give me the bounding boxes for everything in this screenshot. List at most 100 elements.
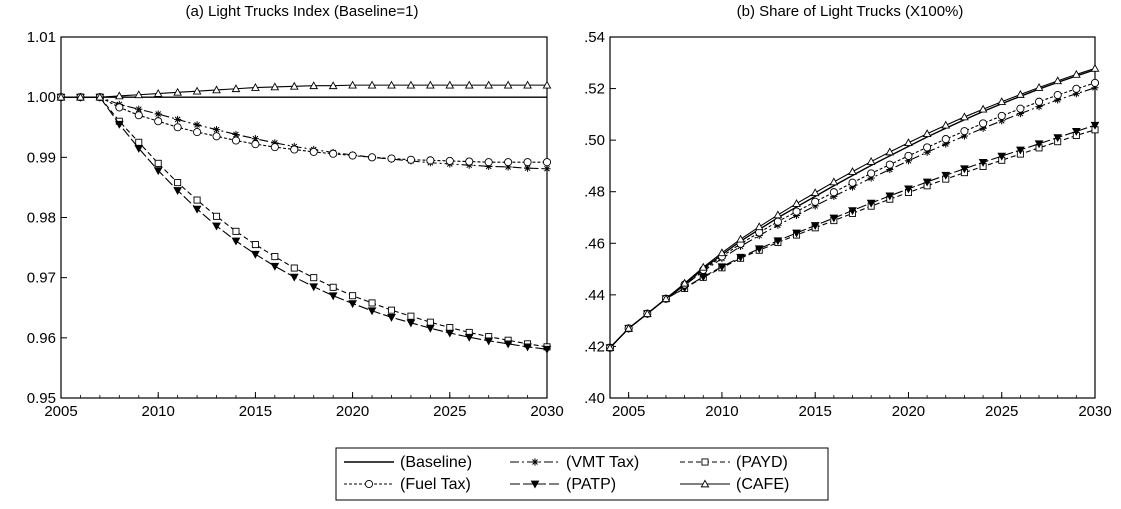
panel-a-point-cafe [367, 80, 377, 89]
panel-b-point-fuel [1034, 97, 1044, 106]
panel-b-point-fuel [811, 197, 820, 206]
panel-a-point-patp [270, 262, 280, 271]
panel-b-point-fuel [1090, 78, 1100, 87]
legend-item-patp: (PATP) [510, 476, 616, 493]
panel-a-point-patp [212, 222, 221, 231]
panel-b-xtick-label: 2010 [705, 403, 738, 420]
panel-b-point-patp [941, 171, 951, 180]
panel-a-point-patp [348, 300, 357, 309]
panel-a-point-fuel [329, 149, 338, 158]
legend-item-cafe: (CAFE) [680, 476, 789, 493]
panel-a-point-fuel [173, 123, 182, 132]
panel-b-point-patp [1071, 128, 1081, 136]
legend-entries: (Baseline) (VMT Tax) (PAYD) (Fuel Tax) (PATP… [344, 454, 789, 493]
panel-b-line-fuel [609, 82, 1096, 349]
panel-a-point-payd [407, 312, 415, 320]
panel-b-xtick-label: 2030 [1078, 403, 1111, 420]
panel-a-xtick-label: 2010 [142, 403, 175, 420]
panel-a-point-fuel [523, 158, 532, 167]
legend-label-baseline: (Baseline) [400, 454, 472, 471]
panel-a-xtick-label: 2025 [433, 403, 466, 420]
panel-b-series-cafe [605, 63, 1100, 352]
panel-a-point-payd [271, 253, 279, 261]
panel-b-point-cafe [810, 188, 820, 197]
legend-marker-fuel [364, 479, 374, 489]
panel-a-series-payd [57, 93, 551, 351]
panel-a-plot-frame [60, 36, 548, 399]
panel-a-point-fuel [134, 111, 143, 120]
panel-b-point-patp [717, 263, 727, 272]
panel-a-point-patp [153, 167, 163, 176]
panel-b-series [605, 63, 1100, 353]
panel-a-point-cafe [406, 80, 416, 89]
panel-a-line-vmt [61, 96, 548, 170]
legend-marker-payd [701, 458, 709, 466]
panel-a-xtick-label: 2015 [239, 403, 272, 420]
panel-a-point-patp [542, 345, 552, 354]
panel-a-point-cafe [212, 85, 221, 94]
panel-b-point-patp [829, 214, 839, 223]
panel-b-point-fuel [904, 151, 913, 160]
panel-a-point-vmt [193, 121, 201, 129]
panel-b-line-patp [609, 124, 1096, 349]
legend-marker-vmt [531, 458, 539, 466]
panel-a-point-cafe [95, 92, 105, 101]
panel-b-point-cafe [978, 104, 988, 113]
panel-b-point-vmt [942, 140, 950, 148]
panel-a-line-cafe [61, 84, 547, 98]
panel-a-point-patp [192, 205, 202, 214]
panel-b-xtick-label: 2005 [612, 403, 645, 420]
panel-a-point-cafe [387, 80, 396, 89]
panel-a-ytick-label: 0.96 [27, 330, 56, 347]
legend: (Baseline) (VMT Tax) (PAYD) (Fuel Tax) (PATP… [335, 447, 829, 501]
panel-a-series [56, 80, 552, 354]
panel-b-point-cafe [1034, 83, 1044, 91]
panel-b-point-patp [810, 222, 820, 231]
panel-a-ytick-label: 0.98 [27, 210, 56, 227]
panel-a-point-cafe [231, 84, 241, 93]
legend-item-fuel: (Fuel Tax) [344, 476, 471, 493]
panel-a: (a) Light Trucks Index (Baseline=1) 0.95… [27, 3, 564, 420]
panel-a-point-cafe [523, 80, 532, 89]
panel-b-series-baseline [609, 69, 1096, 349]
panel-a-ytick-label: 0.99 [27, 149, 56, 166]
panel-a-point-patp [114, 120, 124, 129]
panel-a-point-cafe [251, 83, 260, 91]
panel-a-point-payd [368, 299, 376, 307]
panel-a-point-payd [310, 274, 318, 282]
panel-a-point-fuel [445, 156, 454, 165]
panel-b-point-patp [866, 199, 876, 208]
panel-a-point-patp [445, 329, 455, 338]
panel-a-point-vmt [543, 165, 551, 173]
panel-a-point-patp [328, 292, 338, 301]
panel-a-point-payd [387, 306, 395, 314]
panel-b-line-vmt [609, 87, 1096, 349]
panel-b-point-fuel [773, 217, 782, 226]
panel-b-point-fuel [1016, 104, 1025, 113]
panel-a-point-payd [232, 227, 240, 235]
panel-b-point-cafe [866, 157, 876, 165]
panel-a-point-cafe [192, 86, 202, 95]
panel-b: (b) Share of Light Trucks (X100%) .40 .42… [584, 3, 1112, 420]
panel-b-ticks: .40 .42 .44 .46 .48 .50 .52 .54 2005 2010 2015 2020… [584, 29, 1112, 420]
panel-b-series-payd [606, 126, 1099, 352]
panel-b-point-cafe [941, 120, 951, 129]
panel-a-point-patp [289, 273, 299, 282]
panel-b-point-cafe [1071, 69, 1081, 78]
panel-a-series-vmt [57, 93, 551, 173]
panel-a-line-payd [61, 96, 548, 348]
legend-item-vmt: (VMT Tax) [510, 454, 639, 471]
panel-b-xtick-label: 2020 [892, 403, 925, 420]
legend-label-patp: (PATP) [566, 476, 616, 493]
panel-b-point-cafe [698, 262, 708, 271]
panel-b-point-fuel [867, 169, 876, 178]
panel-a-point-fuel [309, 147, 318, 156]
panel-a-point-fuel [270, 143, 279, 152]
panel-a-point-cafe [76, 92, 85, 101]
legend-label-fuel: (Fuel Tax) [400, 476, 471, 493]
panel-a-xtick-label: 2020 [336, 403, 369, 420]
panel-a-point-patp [523, 343, 532, 352]
panel-a-point-fuel [465, 157, 474, 166]
